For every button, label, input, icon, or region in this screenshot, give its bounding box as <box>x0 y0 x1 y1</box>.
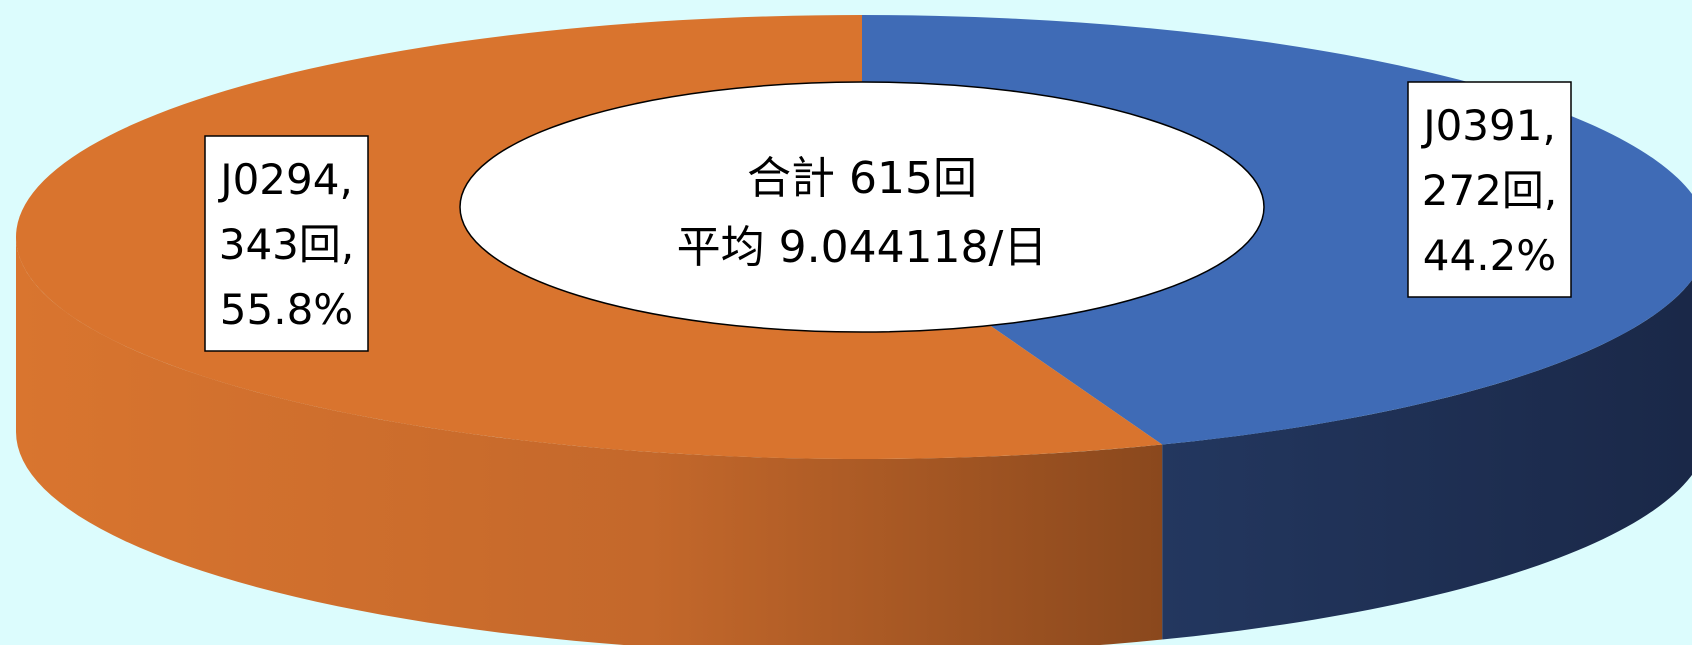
data-label-j0391: J0391, 272回, 44.2% <box>1407 81 1572 298</box>
data-label-box <box>204 135 369 352</box>
center-total-text: 合計 615回 <box>747 153 977 204</box>
data-label-line: J0294, <box>217 155 353 204</box>
data-label-box <box>1407 81 1572 298</box>
data-label-line: 55.8% <box>220 285 353 334</box>
data-label-line: 272回, <box>1422 166 1558 215</box>
data-labels: J0391, 272回, 44.2% J0294, 343回, 55.8% <box>204 81 1572 352</box>
pie-side-walls <box>16 237 1692 645</box>
donut-hole <box>459 81 1265 333</box>
data-label-line: 343回, <box>219 220 355 269</box>
data-label-j0294: J0294, 343回, 55.8% <box>204 135 369 352</box>
data-label-line: 44.2% <box>1423 231 1556 280</box>
pie-side-j0391 <box>1162 279 1692 640</box>
center-average-text: 平均 9.044118/日 <box>677 222 1048 273</box>
pie-side-j0294 <box>16 237 1163 645</box>
data-label-line: J0391, <box>1420 101 1556 150</box>
